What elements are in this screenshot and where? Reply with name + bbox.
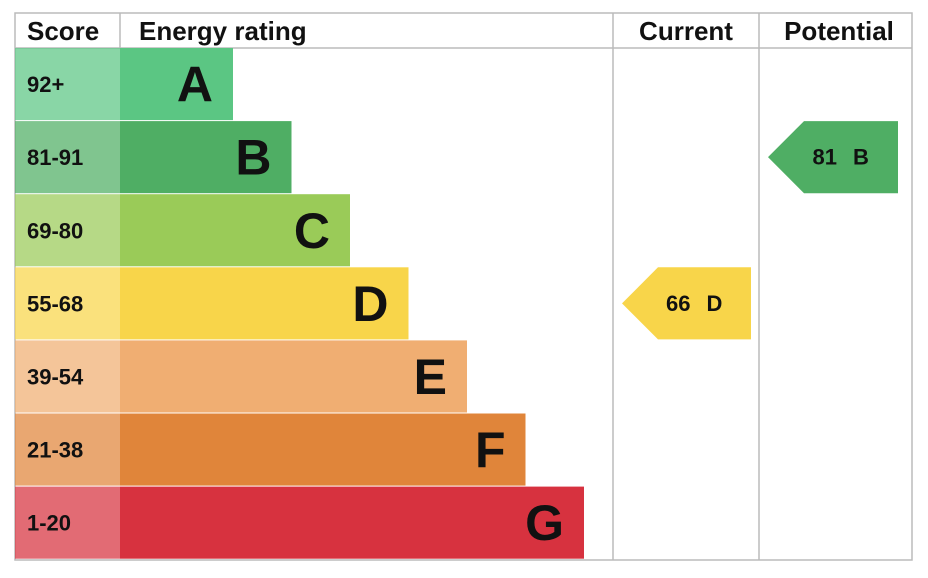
rating-letter: C [294,203,330,259]
current-letter: D [707,291,723,316]
rating-letter: F [475,422,506,478]
rating-letter: E [414,349,447,405]
header-potential: Potential [784,16,894,46]
potential-value: 81 [813,145,837,170]
current-value: 66 [666,291,690,316]
score-cell [15,413,120,486]
rating-bar [120,121,292,194]
rating-letter: D [352,276,388,332]
rating-bar [120,413,526,486]
score-label: 39-54 [27,364,84,389]
rating-bar [120,340,467,413]
rating-bar [120,486,584,559]
score-cell [15,121,120,194]
rating-letter: G [525,495,564,551]
score-cell [15,194,120,267]
rating-letter: A [177,57,213,113]
score-cell [15,267,120,340]
score-label: 81-91 [27,145,83,170]
score-label: 69-80 [27,218,83,243]
potential-arrow [768,121,898,194]
current-arrow [622,267,751,340]
rating-letter: B [235,130,271,186]
score-label: 1-20 [27,511,71,536]
score-cell [15,486,120,559]
score-label: 92+ [27,72,64,97]
rating-bar [120,194,350,267]
score-label: 55-68 [27,291,83,316]
rating-bar [120,267,409,340]
score-cell [15,48,120,121]
score-cell [15,340,120,413]
score-label: 21-38 [27,438,83,463]
header-current: Current [639,16,733,46]
rating-bar [120,48,233,121]
potential-letter: B [853,145,869,170]
header-rating: Energy rating [139,16,307,46]
header-score: Score [27,16,99,46]
